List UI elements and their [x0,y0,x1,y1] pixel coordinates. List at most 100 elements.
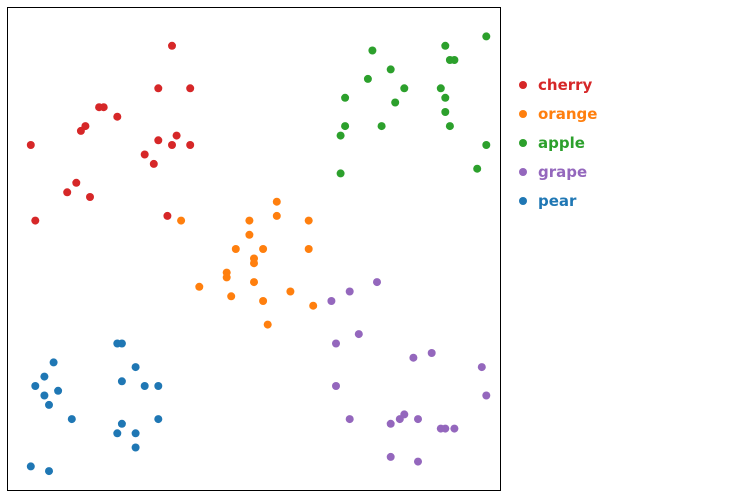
point-pear-19 [45,467,53,476]
point-pear-8 [154,382,163,390]
point-cherry-15 [72,178,81,187]
point-grape-11 [395,415,404,424]
point-cherry-13 [140,150,149,159]
point-cherry-18 [31,216,40,225]
point-cherry-19 [163,211,172,220]
point-grape-13 [345,415,354,424]
point-pear-12 [67,415,76,424]
point-apple-7 [436,84,445,93]
point-pear-13 [154,415,163,424]
point-cherry-4 [99,103,108,112]
point-grape-3 [354,330,363,339]
point-grape-5 [427,349,436,357]
point-cherry-1 [154,84,163,93]
point-apple-17 [482,141,491,149]
point-orange-3 [272,211,281,220]
point-apple-18 [473,164,482,173]
point-apple-2 [368,46,377,55]
point-cherry-8 [26,141,35,149]
point-cherry-16 [63,188,72,197]
point-cherry-7 [81,122,90,131]
point-apple-10 [341,93,350,102]
point-apple-0 [482,32,491,41]
legend: cherry orange apple grape pear [519,76,597,210]
point-orange-15 [286,287,295,296]
point-pear-10 [40,391,49,400]
point-pear-9 [54,386,63,395]
scatter-points [26,32,491,476]
legend-marker-apple [519,139,527,147]
point-grape-9 [482,391,491,400]
point-cherry-0 [168,41,176,50]
point-grape-1 [345,287,354,296]
point-pear-16 [131,429,140,438]
point-apple-14 [341,122,350,131]
point-grape-8 [332,382,340,390]
point-pear-4 [40,372,49,381]
point-pear-2 [49,358,58,367]
plot-frame [7,7,501,491]
point-pear-6 [31,382,40,390]
point-orange-0 [272,197,281,206]
point-cherry-10 [168,141,176,149]
point-apple-15 [445,122,454,131]
point-orange-4 [304,216,313,225]
legend-marker-cherry [519,81,527,89]
point-pear-14 [117,419,126,428]
legend-marker-pear [519,197,527,205]
point-apple-12 [441,108,450,116]
point-orange-1 [177,216,186,225]
legend-label-pear: pear [538,192,577,210]
point-grape-12 [414,415,422,424]
legend-label-grape: grape [538,163,587,181]
point-pear-5 [117,377,126,386]
legend-marker-grape [519,168,527,176]
point-pear-1 [117,339,126,348]
point-grape-7 [477,363,486,372]
point-grape-6 [409,353,418,362]
point-orange-12 [222,273,231,282]
legend-label-apple: apple [538,134,585,152]
point-grape-14 [386,419,395,428]
point-pear-7 [140,382,149,390]
point-cherry-9 [154,136,163,145]
point-apple-8 [400,84,409,93]
point-cherry-11 [172,131,181,140]
point-apple-6 [363,74,372,83]
legend-label-orange: orange [538,105,597,123]
point-apple-4 [450,56,459,64]
point-cherry-17 [86,193,94,201]
point-pear-15 [113,429,122,438]
point-cherry-2 [186,84,195,93]
point-apple-13 [377,122,386,131]
point-grape-4 [332,339,340,348]
point-apple-16 [336,131,345,140]
legend-marker-orange [519,110,527,118]
point-grape-0 [373,278,381,287]
point-apple-19 [336,169,345,178]
point-orange-8 [304,245,313,253]
point-orange-5 [245,230,254,239]
point-apple-5 [386,65,395,74]
point-orange-17 [259,297,268,305]
point-grape-18 [386,452,395,461]
point-grape-19 [414,457,422,466]
point-orange-10 [250,259,258,268]
point-grape-2 [327,297,336,305]
point-pear-3 [131,363,140,372]
point-orange-2 [245,216,254,225]
point-orange-7 [259,245,268,253]
point-cherry-5 [113,112,122,121]
point-orange-14 [195,282,204,291]
point-cherry-12 [186,141,195,149]
point-orange-6 [231,245,240,253]
point-grape-16 [436,424,445,433]
point-pear-18 [26,462,35,471]
point-orange-13 [250,278,258,287]
legend-label-cherry: cherry [538,76,593,94]
point-grape-17 [450,424,459,433]
point-apple-1 [441,41,450,50]
point-apple-11 [391,98,400,107]
point-pear-11 [45,400,53,409]
